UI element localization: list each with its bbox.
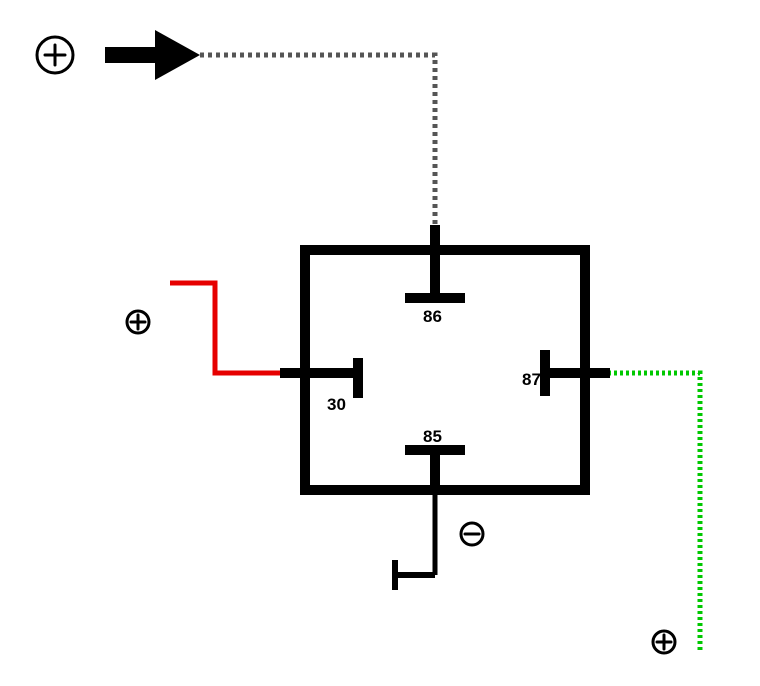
plus-symbol-top xyxy=(37,37,73,73)
label-86: 86 xyxy=(423,307,442,326)
wire-trigger-86 xyxy=(200,55,435,230)
label-30: 30 xyxy=(327,395,346,414)
plus-symbol-bottom xyxy=(653,631,675,653)
plus-symbol-left xyxy=(127,311,149,333)
wire-load-87 xyxy=(590,373,700,650)
minus-symbol-ground xyxy=(461,523,483,545)
relay-wiring-diagram: 86 85 30 87 xyxy=(0,0,760,686)
pin-30 xyxy=(280,358,358,398)
label-87: 87 xyxy=(522,370,541,389)
pin-87 xyxy=(545,350,610,396)
ground-tee xyxy=(395,560,435,590)
pin-86 xyxy=(405,225,465,298)
label-85: 85 xyxy=(423,427,442,446)
wire-power-30 xyxy=(170,283,300,373)
power-arrow xyxy=(105,30,200,80)
